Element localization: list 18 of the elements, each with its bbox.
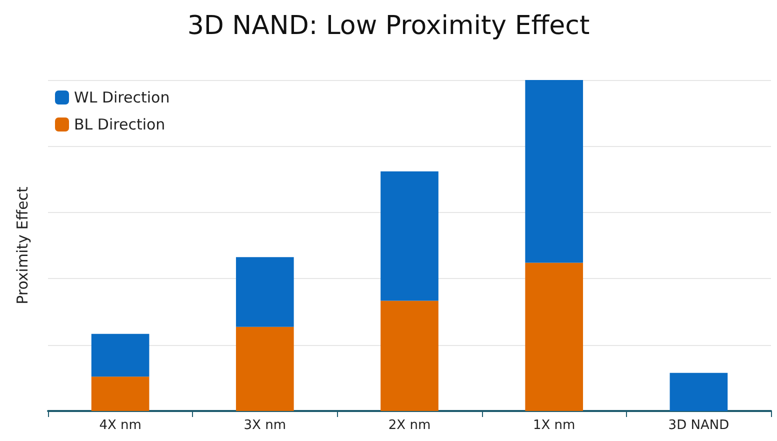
legend-label: WL Direction [74, 88, 170, 106]
bar [525, 80, 584, 263]
chart-title: 3D NAND: Low Proximity Effect [187, 11, 590, 41]
legend-label: BL Direction [74, 116, 166, 134]
bar [91, 376, 150, 411]
y-axis-title: Proximity Effect [14, 186, 32, 304]
x-tick-label: 4X nm [99, 418, 142, 433]
x-tick-label: 3D NAND [668, 418, 730, 433]
bar [236, 257, 294, 327]
bar [525, 262, 584, 411]
bar [91, 334, 150, 377]
x-tick-label: 1X nm [532, 418, 576, 433]
x-tick-label: 2X nm [388, 418, 431, 433]
bar [380, 171, 438, 301]
x-tick-label: 3X nm [244, 418, 286, 433]
bar [236, 326, 294, 411]
bar [380, 300, 438, 411]
bar [670, 372, 728, 411]
